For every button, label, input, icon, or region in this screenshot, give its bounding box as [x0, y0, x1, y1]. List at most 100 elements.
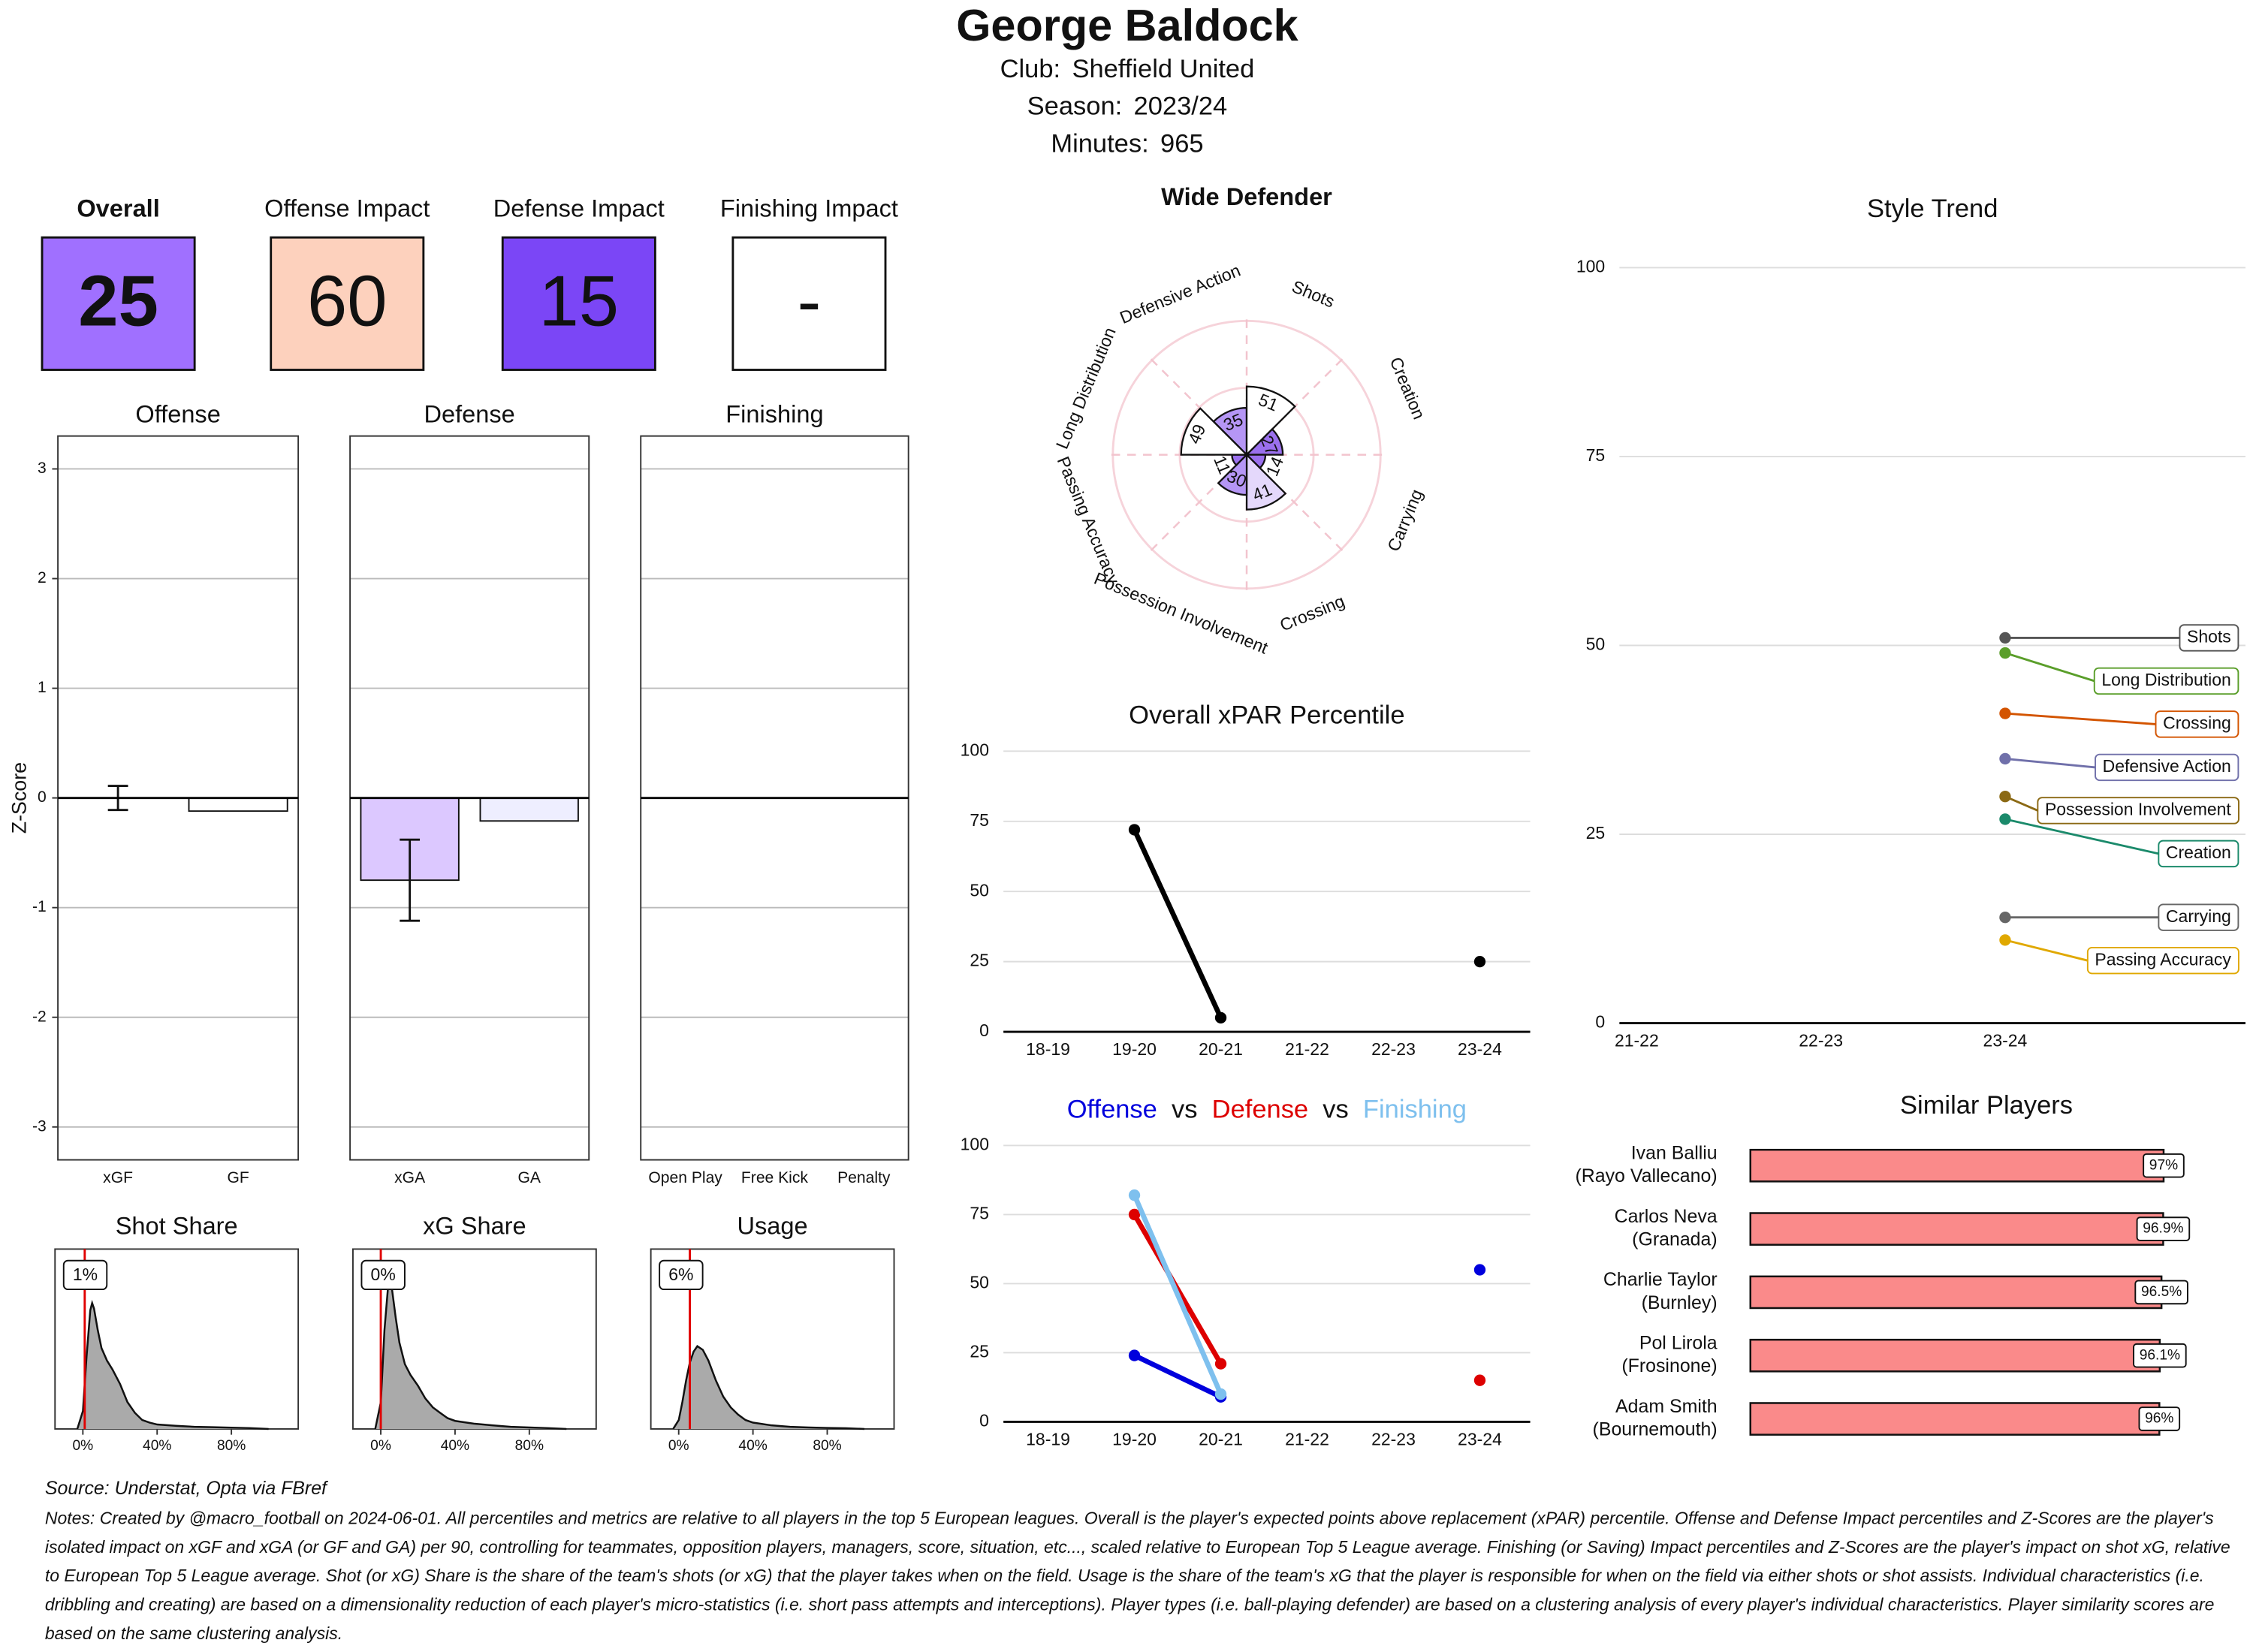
x-tick-label: 0% — [668, 1438, 689, 1454]
x-tick-label: 23-24 — [1458, 1039, 1502, 1059]
panel-title: Usage — [737, 1212, 808, 1239]
point — [1473, 955, 1486, 968]
panel-title: Shot Share — [116, 1212, 238, 1239]
value-label: 0% — [371, 1265, 396, 1284]
x-tick-label: GF — [227, 1169, 249, 1186]
category-label: Shots — [1289, 276, 1338, 312]
point — [1128, 1189, 1141, 1201]
player-name: Ivan Balliu — [1631, 1143, 1718, 1164]
y-tick-label: 25 — [1586, 823, 1606, 843]
facet-title: Finishing — [725, 400, 823, 427]
club-line: Club: Sheffield United — [1000, 55, 1255, 83]
player-name: George Baldock — [956, 0, 1298, 50]
y-tick-label: -2 — [32, 1008, 47, 1025]
x-tick-label: 22-23 — [1799, 1031, 1843, 1051]
x-tick-label: xGF — [103, 1169, 133, 1186]
impact-value: 25 — [78, 261, 158, 342]
x-tick-label: xGA — [394, 1169, 426, 1186]
series-line — [1135, 1214, 1480, 1380]
value-label-box — [659, 1259, 704, 1291]
facet-title: Defense — [424, 400, 515, 427]
polar-bar — [1245, 452, 1287, 511]
x-tick-label: 19-20 — [1112, 1039, 1157, 1059]
end-label-leader — [2004, 652, 2095, 683]
bar — [1749, 1148, 2165, 1183]
polar-bar — [1245, 385, 1296, 457]
player-club: (Granada) — [1632, 1228, 1718, 1250]
y-tick-label: 3 — [38, 460, 47, 477]
x-tick-label: 80% — [217, 1438, 246, 1454]
x-tick-label: 21-22 — [1285, 1039, 1329, 1059]
end-label-leader — [2004, 818, 2159, 855]
x-tick-label: 20-21 — [1199, 1429, 1243, 1449]
end-label-box — [2037, 797, 2239, 824]
chart-title: Style Trend — [1867, 194, 1998, 223]
x-tick-label: 40% — [143, 1438, 171, 1454]
x-tick-label: 0% — [370, 1438, 391, 1454]
value-label-box — [62, 1259, 108, 1291]
x-tick-label: 80% — [813, 1438, 841, 1454]
impact-box — [41, 236, 196, 371]
x-tick-label: Open Play — [648, 1169, 722, 1186]
end-label: Long Distribution — [2101, 670, 2230, 689]
impact-label: Defense Impact — [493, 194, 665, 222]
y-tick-label: -3 — [32, 1117, 47, 1135]
impact-label: Finishing Impact — [720, 194, 898, 222]
panel-title: xG Share — [423, 1212, 526, 1239]
y-axis-label: Z-Score — [8, 762, 30, 834]
x-tick-label: 18-19 — [1026, 1039, 1070, 1059]
player-name: Adam Smith — [1615, 1396, 1718, 1417]
polar-bar — [1180, 407, 1249, 456]
end-label-leader — [2004, 939, 2089, 962]
impact-value: 60 — [307, 261, 388, 342]
player-club: (Rayo Vallecano) — [1575, 1165, 1717, 1186]
player-club: (Burnley) — [1642, 1292, 1718, 1313]
value-label: 96.1% — [2140, 1347, 2180, 1363]
x-tick-label: 22-23 — [1371, 1039, 1416, 1059]
y-tick-label: 0 — [38, 788, 47, 806]
player-name: Charlie Taylor — [1603, 1269, 1718, 1290]
point — [1128, 824, 1141, 836]
x-tick-label: Free Kick — [741, 1169, 808, 1186]
polar-bar — [1217, 452, 1248, 496]
y-tick-label: 50 — [970, 1272, 989, 1292]
category-label: Creation — [1386, 354, 1429, 422]
value-label-box — [2134, 1280, 2188, 1305]
point — [1214, 1011, 1227, 1024]
value-label-box — [2136, 1216, 2191, 1241]
minutes-label: Minutes: — [1051, 130, 1148, 158]
bar — [1749, 1338, 2161, 1373]
impact-box — [501, 236, 656, 371]
notes-box: Notes: Created by @macro_football on 202… — [45, 1508, 2230, 1643]
x-tick-label: 40% — [738, 1438, 767, 1454]
category-label: Carrying — [1383, 487, 1426, 554]
club-label: Club: — [1000, 55, 1061, 83]
series-line — [1135, 830, 1480, 1017]
player-name: Pol Lirola — [1639, 1332, 1718, 1353]
point — [1473, 1264, 1486, 1276]
minutes-line: Minutes: 965 — [1051, 130, 1203, 158]
value-label: 97% — [2149, 1157, 2178, 1173]
x-tick-label: 20-21 — [1199, 1039, 1243, 1059]
end-label-leader — [2004, 795, 2038, 812]
y-tick-label: -1 — [32, 898, 47, 915]
end-label: Creation — [2166, 843, 2231, 862]
end-label: Passing Accuracy — [2095, 949, 2231, 969]
density-curve — [76, 1299, 269, 1430]
title-separator: vs — [1323, 1096, 1348, 1124]
x-tick-label: Penalty — [837, 1169, 891, 1186]
minutes: 965 — [1160, 130, 1204, 158]
x-tick-label: 0% — [72, 1438, 93, 1454]
season-line: Season: 2023/24 — [1027, 92, 1228, 121]
category-label: Long Distribution — [1052, 324, 1120, 451]
y-tick-label: 50 — [1586, 635, 1606, 654]
point — [1214, 1388, 1227, 1400]
value-label: 96% — [2145, 1411, 2173, 1427]
value-label-box — [360, 1259, 406, 1291]
y-tick-label: 2 — [38, 569, 47, 586]
y-tick-label: 25 — [970, 951, 989, 970]
category-label: Defensive Action — [1117, 261, 1243, 328]
chart-title: Similar Players — [1900, 1091, 2073, 1120]
